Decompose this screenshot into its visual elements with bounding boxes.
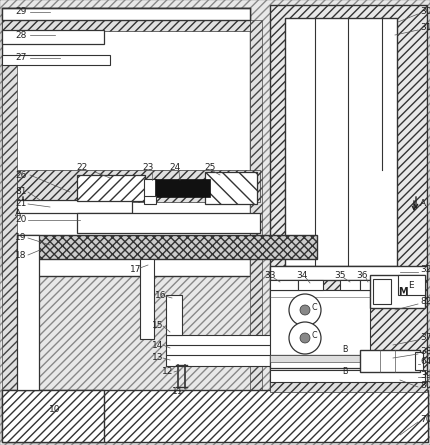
Bar [166,295,182,335]
Text: 32: 32 [420,266,430,275]
Bar [2,30,104,44]
Bar [166,335,281,346]
Text: 18: 18 [15,251,27,259]
Text: 28: 28 [15,31,26,40]
Bar [370,275,425,308]
Text: 23: 23 [142,163,154,173]
Text: 13: 13 [152,353,163,363]
Text: 24: 24 [169,163,181,173]
Bar [415,352,423,370]
Bar [373,279,391,304]
Text: 34: 34 [296,271,308,279]
Text: C: C [311,331,317,340]
Bar [17,200,132,213]
Bar [144,196,156,204]
Text: 27: 27 [15,53,26,62]
Bar [2,55,110,65]
Bar [166,345,281,356]
Bar [340,280,360,290]
Text: 17: 17 [130,266,141,275]
Bar [2,390,104,442]
Bar [270,355,395,362]
Bar [270,370,427,392]
Text: 20: 20 [15,215,26,224]
Text: 26: 26 [15,170,26,179]
Text: 64: 64 [420,357,430,367]
Text: 14: 14 [152,340,163,349]
Text: 39: 39 [420,371,430,380]
Bar [2,390,428,442]
Text: 10: 10 [49,405,61,414]
Text: 12: 12 [162,368,173,376]
Text: 37: 37 [420,333,430,343]
Text: M: M [398,287,408,297]
Bar [270,290,370,370]
Text: C: C [311,303,317,312]
Bar [270,5,427,393]
Bar [398,275,425,295]
Text: A: A [15,210,21,218]
Text: 22: 22 [77,163,88,173]
Bar [2,20,250,31]
Text: 30: 30 [420,8,430,16]
Text: 25: 25 [204,162,216,171]
Bar [298,280,323,290]
Text: 33: 33 [264,271,276,279]
Text: 35: 35 [334,271,346,279]
Text: E: E [408,280,414,290]
Bar [2,8,250,276]
Circle shape [289,322,321,354]
Bar [270,280,298,290]
Text: 38: 38 [420,348,430,356]
Bar [17,170,260,202]
Text: 81: 81 [15,187,27,197]
Circle shape [300,333,310,343]
Text: 15: 15 [152,320,163,329]
Bar [205,172,257,204]
Text: 80: 80 [420,380,430,389]
Text: B: B [342,367,348,376]
Bar [270,370,425,382]
Bar [144,179,156,197]
Bar [17,235,317,259]
Bar [155,179,210,197]
Bar [140,259,154,339]
Text: 16: 16 [155,291,166,300]
Bar [270,266,427,280]
Circle shape [300,305,310,315]
Bar [270,355,395,368]
Bar [166,355,281,366]
Text: A: A [420,199,426,209]
Text: 21: 21 [15,199,26,209]
Text: 11: 11 [172,388,184,396]
Text: 82: 82 [420,298,430,307]
Bar [250,20,262,390]
Text: B: B [342,344,348,353]
Bar [2,65,17,390]
Bar [77,213,260,233]
Bar [285,18,397,266]
Text: 36: 36 [356,271,368,279]
Text: 19: 19 [15,234,27,243]
Bar [2,8,250,20]
Text: 70: 70 [420,416,430,425]
Bar [77,175,145,201]
Bar [360,350,420,372]
Text: 31: 31 [420,24,430,32]
Bar [360,280,380,290]
Text: 29: 29 [15,8,26,16]
Circle shape [289,294,321,326]
Bar [17,235,39,390]
Bar [270,290,370,304]
